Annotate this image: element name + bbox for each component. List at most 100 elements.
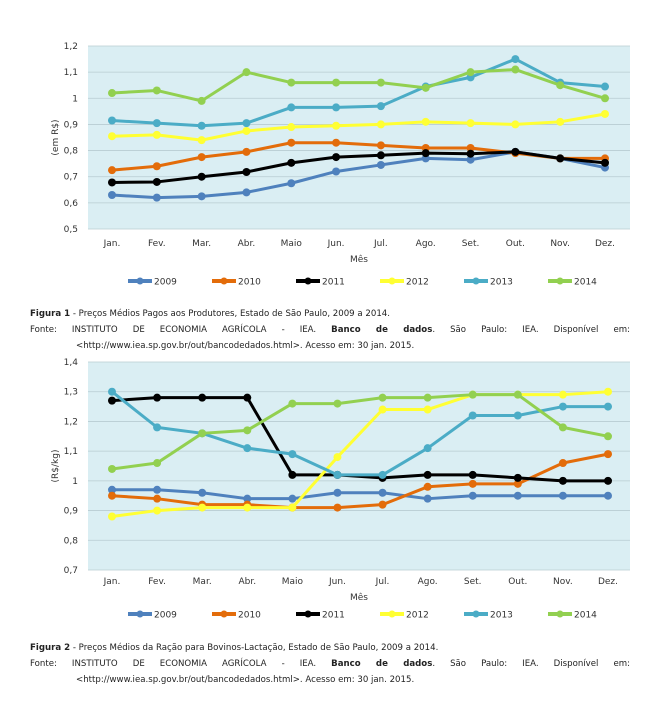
legend-label: 2013 bbox=[490, 611, 513, 621]
figure-title: - Preços Médios Pagos aos Produtores, Es… bbox=[70, 309, 390, 319]
series-line-2012 bbox=[111, 390, 609, 519]
data-point-2014 bbox=[378, 393, 387, 402]
data-point-2011 bbox=[376, 151, 385, 160]
data-point-2011 bbox=[152, 177, 161, 186]
y-tick-label: 1 bbox=[72, 477, 78, 487]
x-tick-label: Nov. bbox=[550, 239, 570, 249]
data-point-2012 bbox=[511, 120, 520, 129]
data-point-2012 bbox=[558, 390, 567, 399]
data-point-2013 bbox=[601, 82, 609, 91]
legend-marker-2011 bbox=[304, 277, 312, 285]
y-tick-label: 0,5 bbox=[64, 225, 78, 235]
y-tick-label: 1,4 bbox=[64, 358, 79, 368]
data-point-2009 bbox=[197, 192, 206, 201]
data-point-2012 bbox=[242, 126, 251, 135]
legend-label: 2009 bbox=[154, 278, 177, 288]
y-tick-label: 1,3 bbox=[64, 388, 78, 398]
data-point-2009 bbox=[152, 193, 161, 202]
y-tick-label: 1 bbox=[72, 94, 78, 104]
data-point-2013 bbox=[288, 450, 297, 459]
data-point-2009 bbox=[376, 160, 385, 169]
data-point-2014 bbox=[242, 68, 251, 77]
data-point-2012 bbox=[376, 120, 385, 129]
data-point-2014 bbox=[332, 78, 341, 87]
data-point-2009 bbox=[378, 488, 387, 497]
data-point-2013 bbox=[242, 119, 251, 128]
y-tick-label: 0,9 bbox=[64, 120, 79, 130]
chart-produtores: 0,5 0,6 0,7 0,8 0,9 1 1,1 1,2 Jan. Fev. Mar. Abr. Ma… bbox=[51, 42, 630, 288]
data-point-2013 bbox=[558, 402, 567, 411]
data-point-2013 bbox=[108, 116, 116, 125]
legend-label: 2011 bbox=[322, 611, 345, 621]
series-line-2014 bbox=[111, 393, 609, 471]
data-point-2013 bbox=[513, 411, 522, 420]
data-point-2011 bbox=[468, 470, 477, 479]
data-point-2013 bbox=[287, 103, 296, 112]
data-point-2014 bbox=[108, 89, 116, 98]
data-point-2012 bbox=[152, 130, 161, 139]
data-point-2011 bbox=[423, 470, 432, 479]
legend-marker-2009 bbox=[136, 610, 144, 618]
data-point-2010 bbox=[604, 450, 612, 459]
series-line-2010 bbox=[111, 452, 609, 510]
data-point-2011 bbox=[108, 396, 116, 405]
data-point-2012 bbox=[466, 119, 475, 128]
data-point-2010 bbox=[466, 143, 475, 152]
y-tick-label: 0,8 bbox=[64, 536, 79, 546]
y-axis-title: (em R$) bbox=[51, 119, 61, 155]
data-point-2012 bbox=[198, 503, 207, 512]
data-point-2011 bbox=[466, 149, 475, 158]
x-tick-label: Jun. bbox=[328, 577, 346, 587]
data-point-2012 bbox=[243, 503, 252, 512]
figure-title: - Preços Médios da Ração para Bovinos-La… bbox=[70, 643, 439, 653]
data-point-2009 bbox=[153, 485, 162, 494]
data-point-2012 bbox=[332, 121, 341, 130]
figure-source: Fonte: INSTITUTO DE ECONOMIA AGRÍCOLA - … bbox=[30, 659, 630, 685]
data-point-2009 bbox=[287, 179, 296, 188]
data-point-2010 bbox=[197, 153, 206, 162]
legend-label: 2012 bbox=[406, 278, 429, 288]
data-point-2014 bbox=[468, 390, 477, 399]
data-point-2012 bbox=[197, 136, 206, 145]
figure-2-caption: Figura 2 - Preços Médios da Ração para B… bbox=[30, 640, 630, 688]
x-tick-label: Maio bbox=[281, 239, 303, 249]
legend-label: 2010 bbox=[238, 611, 261, 621]
data-point-2014 bbox=[333, 399, 342, 408]
data-point-2011 bbox=[332, 153, 341, 162]
data-point-2011 bbox=[108, 178, 116, 187]
x-axis-title: Mês bbox=[350, 592, 368, 603]
chart-racao: 0,7 0,8 0,9 1 1,1 1,2 1,3 1,4 Jan. Fev. Mar. Abr. Ma… bbox=[51, 358, 630, 621]
x-tick-label: Jul. bbox=[375, 577, 390, 587]
figure-source: Fonte: INSTITUTO DE ECONOMIA AGRÍCOLA - … bbox=[30, 325, 630, 351]
data-point-2010 bbox=[468, 479, 477, 488]
x-tick-label: Jun. bbox=[327, 239, 345, 249]
legend-label: 2014 bbox=[574, 611, 597, 621]
data-point-2014 bbox=[376, 78, 385, 87]
data-point-2013 bbox=[197, 121, 206, 130]
data-point-2011 bbox=[198, 393, 207, 402]
data-point-2012 bbox=[604, 387, 612, 396]
data-point-2014 bbox=[511, 65, 520, 74]
data-point-2012 bbox=[333, 453, 342, 462]
series-line-2014 bbox=[111, 68, 606, 103]
data-point-2011 bbox=[513, 473, 522, 482]
data-point-2013 bbox=[152, 119, 161, 128]
data-point-2009 bbox=[333, 488, 342, 497]
x-tick-label: Fev. bbox=[148, 577, 166, 587]
data-point-2009 bbox=[604, 491, 612, 500]
data-point-2011 bbox=[153, 393, 162, 402]
data-point-2013 bbox=[332, 103, 341, 112]
data-point-2014 bbox=[198, 429, 207, 438]
x-tick-label: Jan. bbox=[103, 239, 121, 249]
y-axis-title: (R$/kg) bbox=[51, 450, 61, 483]
data-point-2009 bbox=[288, 494, 297, 503]
legend-label: 2011 bbox=[322, 278, 345, 288]
x-tick-label: Nov. bbox=[553, 577, 573, 587]
x-tick-label: Fev. bbox=[148, 239, 166, 249]
series-line-2013 bbox=[111, 57, 606, 128]
data-point-2014 bbox=[197, 96, 206, 105]
y-tick-label: 0,7 bbox=[64, 566, 78, 576]
x-tick-label: Set. bbox=[464, 577, 482, 587]
x-tick-label: Out. bbox=[506, 239, 525, 249]
